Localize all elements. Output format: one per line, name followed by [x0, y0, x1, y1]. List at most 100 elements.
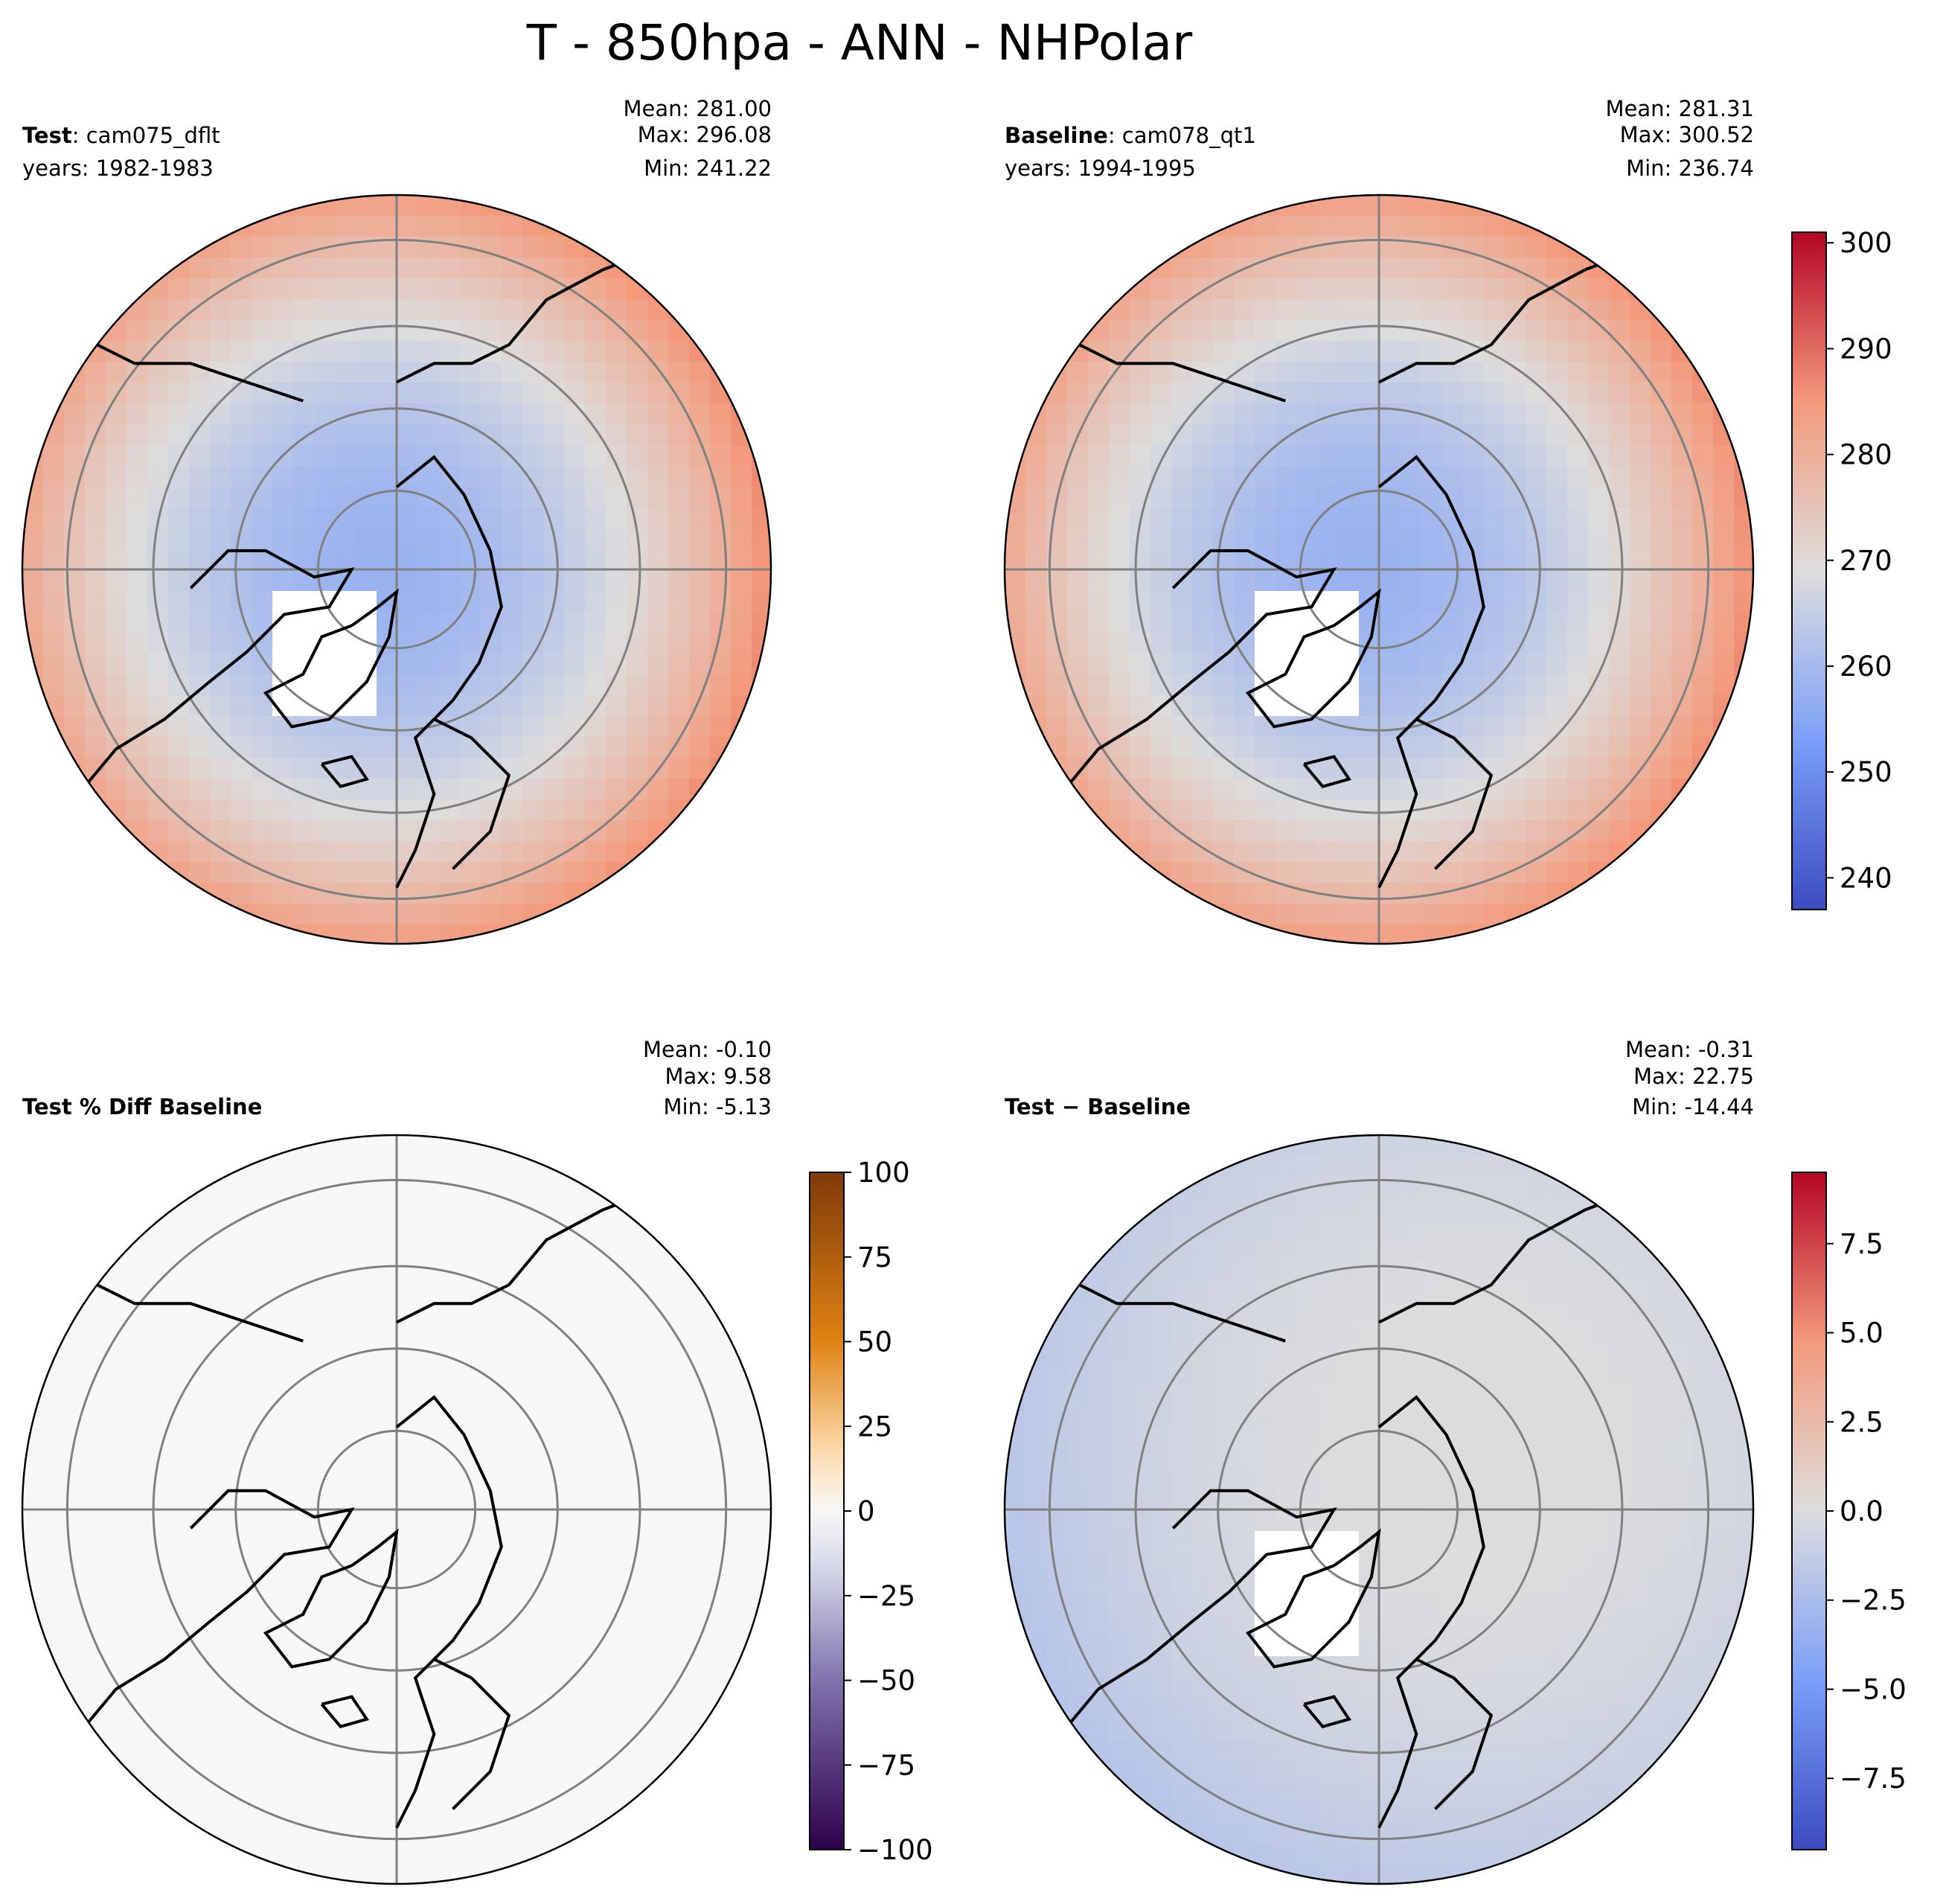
- heatmap-cell: [147, 591, 169, 613]
- heatmap-cell: [210, 1260, 231, 1282]
- heatmap-cell: [335, 1635, 356, 1657]
- heatmap-cell: [1401, 1823, 1422, 1844]
- heatmap-cell: [731, 633, 752, 654]
- heatmap-cell: [1401, 1385, 1422, 1407]
- heatmap-cell: [335, 674, 356, 696]
- heatmap-cell: [1484, 883, 1505, 904]
- heatmap-cell: [147, 403, 169, 425]
- heatmap-cell: [252, 1427, 273, 1448]
- heatmap-cell: [1713, 1323, 1735, 1344]
- heatmap-cell: [1005, 549, 1026, 571]
- heatmap-cell: [1567, 1323, 1589, 1344]
- heatmap-cell: [1671, 1448, 1693, 1469]
- heatmap-cell: [1255, 424, 1276, 446]
- heatmap-cell: [1651, 654, 1672, 675]
- panel-label-bold: Test % Diff Baseline: [22, 1094, 262, 1119]
- heatmap-cell: [106, 528, 127, 550]
- heatmap-cell: [377, 695, 398, 717]
- heatmap-cell: [627, 362, 648, 383]
- heatmap-cell: [585, 1802, 606, 1824]
- heatmap-cell: [418, 1406, 440, 1428]
- heatmap-cell: [1338, 633, 1360, 654]
- heatmap-cell: [1317, 1489, 1339, 1511]
- heatmap-cell: [1588, 1698, 1610, 1719]
- heatmap-cell: [1505, 799, 1526, 821]
- coastline: [1302, 1695, 1351, 1728]
- heatmap-cell: [1505, 1281, 1526, 1303]
- heatmap-cell: [1484, 445, 1505, 467]
- heatmap-cell: [1526, 1802, 1547, 1824]
- heatmap-cell: [1005, 424, 1026, 446]
- heatmap-cell: [168, 1489, 190, 1511]
- heatmap-cell: [627, 612, 648, 633]
- heatmap-cell: [1567, 403, 1589, 425]
- heatmap-cell: [356, 383, 377, 404]
- heatmap-cell: [1463, 1406, 1485, 1428]
- heatmap-cell: [460, 487, 481, 508]
- heatmap-cell: [1692, 674, 1714, 696]
- heatmap-cell: [1213, 1614, 1235, 1636]
- heatmap-cell: [1609, 1302, 1630, 1323]
- heatmap-cell: [1296, 1364, 1318, 1386]
- heatmap-cell: [127, 1552, 148, 1574]
- heatmap-cell: [564, 1448, 586, 1469]
- heatmap-cell: [647, 1406, 669, 1428]
- heatmap-cell: [356, 1594, 377, 1615]
- heatmap-cell: [647, 528, 669, 550]
- heatmap-cell: [1671, 1427, 1693, 1448]
- heatmap-cell: [231, 779, 252, 800]
- heatmap-cell: [85, 549, 106, 571]
- heatmap-cell: [168, 1656, 190, 1678]
- heatmap-cell: [543, 1719, 565, 1740]
- heatmap-cell: [210, 1510, 231, 1532]
- heatmap-cell: [335, 278, 356, 300]
- heatmap-cell: [689, 1406, 711, 1428]
- heatmap-cell: [168, 1677, 190, 1699]
- heatmap-cell: [210, 737, 231, 758]
- heatmap-cell: [606, 362, 627, 383]
- heatmap-cell: [1421, 570, 1443, 592]
- heatmap-cell: [1546, 466, 1568, 488]
- heatmap-cell: [606, 1719, 627, 1740]
- heatmap-cell: [585, 1385, 606, 1407]
- heatmap-cell: [1463, 1427, 1485, 1448]
- heatmap-cell: [1567, 1448, 1589, 1469]
- heatmap-cell: [1067, 1677, 1089, 1699]
- colorbar-tick-label: 0.0: [1840, 1495, 1883, 1527]
- heatmap-cell: [1567, 362, 1589, 383]
- heatmap-cell: [1421, 1698, 1443, 1719]
- heatmap-cell: [1296, 737, 1318, 758]
- heatmap-cell: [1442, 1406, 1464, 1428]
- heatmap-cell: [1005, 1364, 1026, 1386]
- heatmap-cell: [564, 570, 586, 592]
- heatmap-cell: [710, 1573, 732, 1594]
- heatmap-cell: [1150, 1364, 1172, 1386]
- heatmap-cell: [1588, 1302, 1610, 1323]
- heatmap-cell: [64, 695, 86, 717]
- heatmap-cell: [293, 508, 315, 529]
- panel-label: Test % Diff Baseline: [22, 1094, 262, 1119]
- heatmap-cell: [1484, 216, 1505, 237]
- heatmap-cell: [1171, 1531, 1193, 1553]
- heatmap-cell: [1421, 1469, 1443, 1490]
- heatmap-cell: [689, 528, 711, 550]
- heatmap-cell: [43, 383, 65, 404]
- heatmap-cell: [189, 1406, 211, 1428]
- heatmap-cell: [293, 1198, 315, 1219]
- heatmap-cell: [1171, 549, 1193, 571]
- heatmap-cell: [1255, 820, 1276, 842]
- heatmap-cell: [689, 320, 711, 342]
- heatmap-cell: [1734, 591, 1753, 613]
- heatmap-cell: [1567, 591, 1589, 613]
- heatmap-cell: [1463, 674, 1485, 696]
- heatmap-cell: [1276, 1260, 1297, 1282]
- stat-mean: Mean: -0.31: [1625, 1037, 1754, 1062]
- heatmap-cell: [1109, 1740, 1130, 1761]
- heatmap-cell: [106, 1656, 127, 1678]
- heatmap-cell: [1630, 466, 1651, 488]
- heatmap-cell: [1359, 1260, 1380, 1282]
- heatmap-cell: [1442, 1302, 1464, 1323]
- coastline: [433, 718, 511, 870]
- heatmap-cell: [585, 445, 606, 467]
- heatmap-cell: [564, 383, 586, 404]
